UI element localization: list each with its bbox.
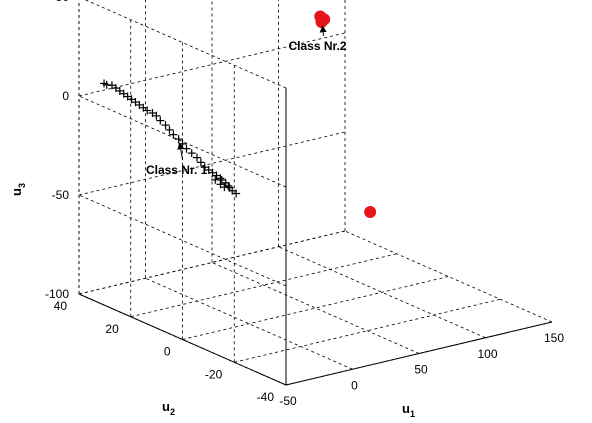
u2-tick-label: -20 (205, 367, 223, 381)
u3-tick-label: 0 (62, 89, 69, 103)
u2-tick-label: -40 (257, 390, 275, 404)
u1-tick-label: -50 (279, 394, 297, 408)
y-axis-label-main: u (162, 399, 170, 414)
x-axis-label-sub: 1 (410, 409, 415, 419)
u1-tick-label: 0 (351, 378, 358, 392)
axes-box (78, 88, 553, 386)
u2-tick-label: 0 (164, 345, 171, 359)
u2-tick-label: 20 (105, 322, 119, 336)
annotation-label: Class Nr. 1 (146, 163, 208, 177)
plus-marker (211, 175, 220, 184)
plus-marker (152, 111, 161, 120)
annotation-label: Class Nr.2 (288, 39, 346, 53)
x-axis-label: u1 (402, 401, 415, 419)
u1-tick-label: 150 (544, 331, 564, 345)
plus-marker (182, 144, 191, 153)
x-axis-label-main: u (402, 401, 410, 416)
z-axis-label-sub: 3 (17, 183, 27, 188)
grid-floor-u1 (145, 277, 353, 370)
plus-marker (174, 135, 183, 144)
grid-side-u3 (78, 95, 287, 188)
grid-side-u3 (84, 0, 287, 89)
grid-floor-u1 (344, 230, 553, 323)
annotation-arrow (177, 142, 185, 161)
dot-marker (364, 205, 377, 218)
plus-marker (187, 149, 196, 158)
dot-marker (314, 10, 327, 23)
z-axis-label-main: u (9, 188, 24, 196)
plus-marker (169, 130, 178, 139)
y-axis-label: u2 (162, 399, 175, 417)
plus-marker (232, 189, 241, 198)
z-axis-label: u3 (9, 183, 27, 196)
grid-floor-u1 (211, 262, 420, 354)
data-points (100, 10, 377, 218)
plus-marker (156, 116, 165, 125)
tick-labels: -50 0 50 100 150 -40 -20 0 20 40-100 -50 0 50 (45, 0, 564, 408)
plus-marker (165, 125, 174, 134)
plus-marker (224, 181, 233, 190)
grid-floor-u2 (182, 276, 449, 340)
u1-tick-label: 50 (414, 363, 428, 377)
grid-lines (78, 0, 553, 386)
grid-floor-u1 (278, 246, 486, 339)
plus-marker (192, 153, 201, 162)
u3-tick-label: -100 (45, 287, 69, 301)
annotation-arrow (319, 25, 327, 36)
y-axis-label-sub: 2 (170, 407, 175, 417)
plus-marker (196, 158, 205, 167)
plus-marker (161, 121, 170, 130)
u1-tick-label: 100 (477, 347, 497, 361)
annotations: Class Nr. 1 Class Nr.2 (146, 25, 347, 177)
plus-marker (220, 183, 229, 192)
u3-tick-label: 50 (56, 0, 70, 4)
u2-tick-label: 40 (54, 299, 68, 313)
u1-axis-line (285, 321, 553, 386)
u2-axis-line (78, 293, 287, 386)
u3-tick-label: -50 (52, 188, 70, 202)
plus-marker (143, 106, 152, 115)
grid-side-u3 (78, 194, 287, 287)
